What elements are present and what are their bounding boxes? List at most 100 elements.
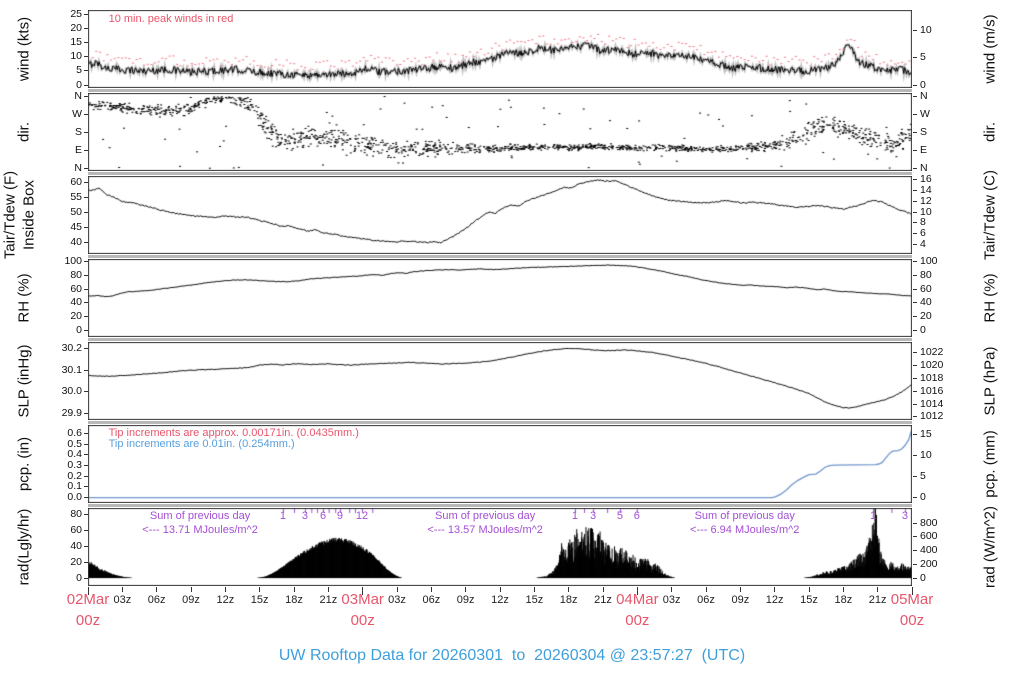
x-hour-tick [190, 587, 192, 592]
x-hour-label: 15z [525, 594, 544, 606]
rad-right-tick [913, 536, 917, 538]
x-day-tick [362, 587, 364, 595]
rad-ytick-label-right: 200 [920, 557, 938, 570]
temp-ytick-label-right: 14 [920, 183, 932, 196]
rh-right-tick [913, 315, 917, 317]
pcp-right-tick [913, 455, 917, 457]
rh-ytick-label-right: 20 [920, 309, 932, 322]
rad-annotation: 1 [571, 510, 579, 523]
temp-left-axis-title-line2: Inside Box [20, 179, 38, 251]
pcp-ytick-label-left: 0.6 [67, 427, 82, 440]
wind-left-tick [84, 27, 88, 29]
wind-ytick-label-right: 10 [920, 23, 932, 36]
pcp-ytick-label-left: 0.0 [67, 491, 82, 504]
x-hour-label: 12z [216, 594, 235, 606]
wind-ytick-label-left: 10 [70, 50, 82, 63]
wind-ytick-label-left: 15 [70, 36, 82, 49]
pcp-left-tick [84, 465, 88, 467]
pcp-ytick-label-right: 5 [920, 470, 926, 483]
slp-ytick-label-right: 1016 [920, 384, 944, 397]
pcp-ytick-label-right: 10 [920, 449, 932, 462]
dir-left-tick [84, 95, 88, 97]
wind-ytick-label-left: 25 [70, 7, 82, 20]
x-hour-label: 06z [147, 594, 166, 606]
rad-ytick-label-right: 0 [920, 571, 926, 584]
panel-divider [88, 255, 912, 258]
x-hour-label: 06z [697, 594, 715, 606]
rad-ytick-label-left: 20 [70, 555, 82, 568]
rad-annotation: 12 [355, 510, 369, 523]
slp-ytick-label-left: 30.1 [61, 363, 82, 376]
x-hour-label: 09z [182, 594, 200, 606]
rad-annotation: Sum of previous day [694, 510, 795, 523]
temp-right-tick [913, 243, 917, 245]
dir-left-axis-title: dir. [15, 121, 33, 143]
rad-annotation: 5 [616, 510, 624, 523]
rad-ytick-label-left: 60 [70, 523, 82, 536]
slp-right-axis-title: SLP (hPa) [981, 346, 999, 416]
temp-right-tick [913, 233, 917, 235]
pcp-left-axis-title: pcp. (in) [15, 436, 33, 492]
temp-ytick-label-left: 40 [70, 235, 82, 248]
dir-right-axis-title: dir. [981, 121, 999, 143]
slp-ytick-label-left: 29.9 [61, 407, 82, 419]
rad-right-axis-title: rad (W/m^2) [981, 505, 999, 589]
rad-annotation: 6 [633, 510, 640, 523]
rad-annotation: 9 [336, 510, 344, 523]
wind-right-tick [913, 57, 917, 59]
rh-panel-plot [88, 259, 912, 337]
slp-right-tick [913, 390, 917, 392]
temp-ytick-label-right: 8 [920, 216, 926, 229]
x-hour-label: 15z [800, 594, 818, 606]
rh-ytick-label-right: 60 [920, 282, 932, 295]
wind-ytick-label-right: 5 [920, 51, 926, 64]
rh-left-tick [84, 274, 88, 276]
slp-ytick-label-right: 1018 [920, 372, 944, 384]
rad-left-tick [84, 545, 88, 547]
wind-left-tick [84, 13, 88, 15]
dir-left-tick [84, 167, 88, 169]
wind-left-tick [84, 70, 88, 72]
dir-right-tick [913, 113, 917, 115]
x-day-label: 03Mar [341, 591, 384, 608]
wind-left-tick [84, 84, 88, 86]
rh-ytick-label-left: 40 [70, 296, 82, 309]
slp-ytick-label-right: 1012 [920, 410, 944, 423]
temp-ytick-label-left: 50 [70, 205, 82, 218]
x-hour-label: 18z [834, 594, 853, 606]
rh-ytick-label-right: 80 [920, 268, 932, 281]
dir-ytick-label-right: N [920, 89, 928, 102]
wind-ytick-label-left: 5 [76, 64, 82, 77]
slp-left-tick [84, 391, 88, 393]
x-hour-tick [396, 587, 398, 592]
rh-ytick-label-left: 100 [64, 255, 82, 268]
x-hour-tick [465, 587, 467, 592]
temp-ytick-label-left: 60 [70, 175, 82, 188]
pcp-right-tick [913, 476, 917, 478]
rad-right-tick [913, 550, 917, 552]
dir-ytick-label-left: S [74, 125, 82, 138]
x-hour-label: 18z [285, 594, 303, 606]
rad-annotation: <--- 6.94 MJoules/m^2 [690, 523, 800, 536]
rad-annotation: 3 [590, 510, 597, 523]
x-hour-tick [533, 587, 535, 592]
rad-annotation: 6 [319, 510, 327, 523]
pcp-ytick-label-left: 0.5 [67, 437, 82, 450]
x-hour-tick [327, 587, 329, 592]
x-hour-tick [739, 587, 741, 592]
rad-left-tick [84, 561, 88, 563]
rh-ytick-label-right: 100 [920, 255, 938, 268]
dir-ytick-label-left: W [72, 107, 82, 120]
x-hour-tick [602, 587, 604, 592]
pcp-ytick-label-left: 0.1 [67, 480, 82, 493]
x-hour-label: 15z [250, 594, 269, 606]
figure-title: UW Rooftop Data for 20260301 to 20260304… [278, 647, 746, 664]
panel-divider [88, 172, 912, 175]
x-hour-label: 03z [113, 594, 132, 606]
slp-left-tick [84, 413, 88, 414]
temp-right-tick [913, 189, 917, 191]
wind-right-tick [913, 29, 917, 31]
pcp-ytick-label-left: 0.3 [67, 459, 82, 472]
wind-right-tick [913, 84, 917, 86]
